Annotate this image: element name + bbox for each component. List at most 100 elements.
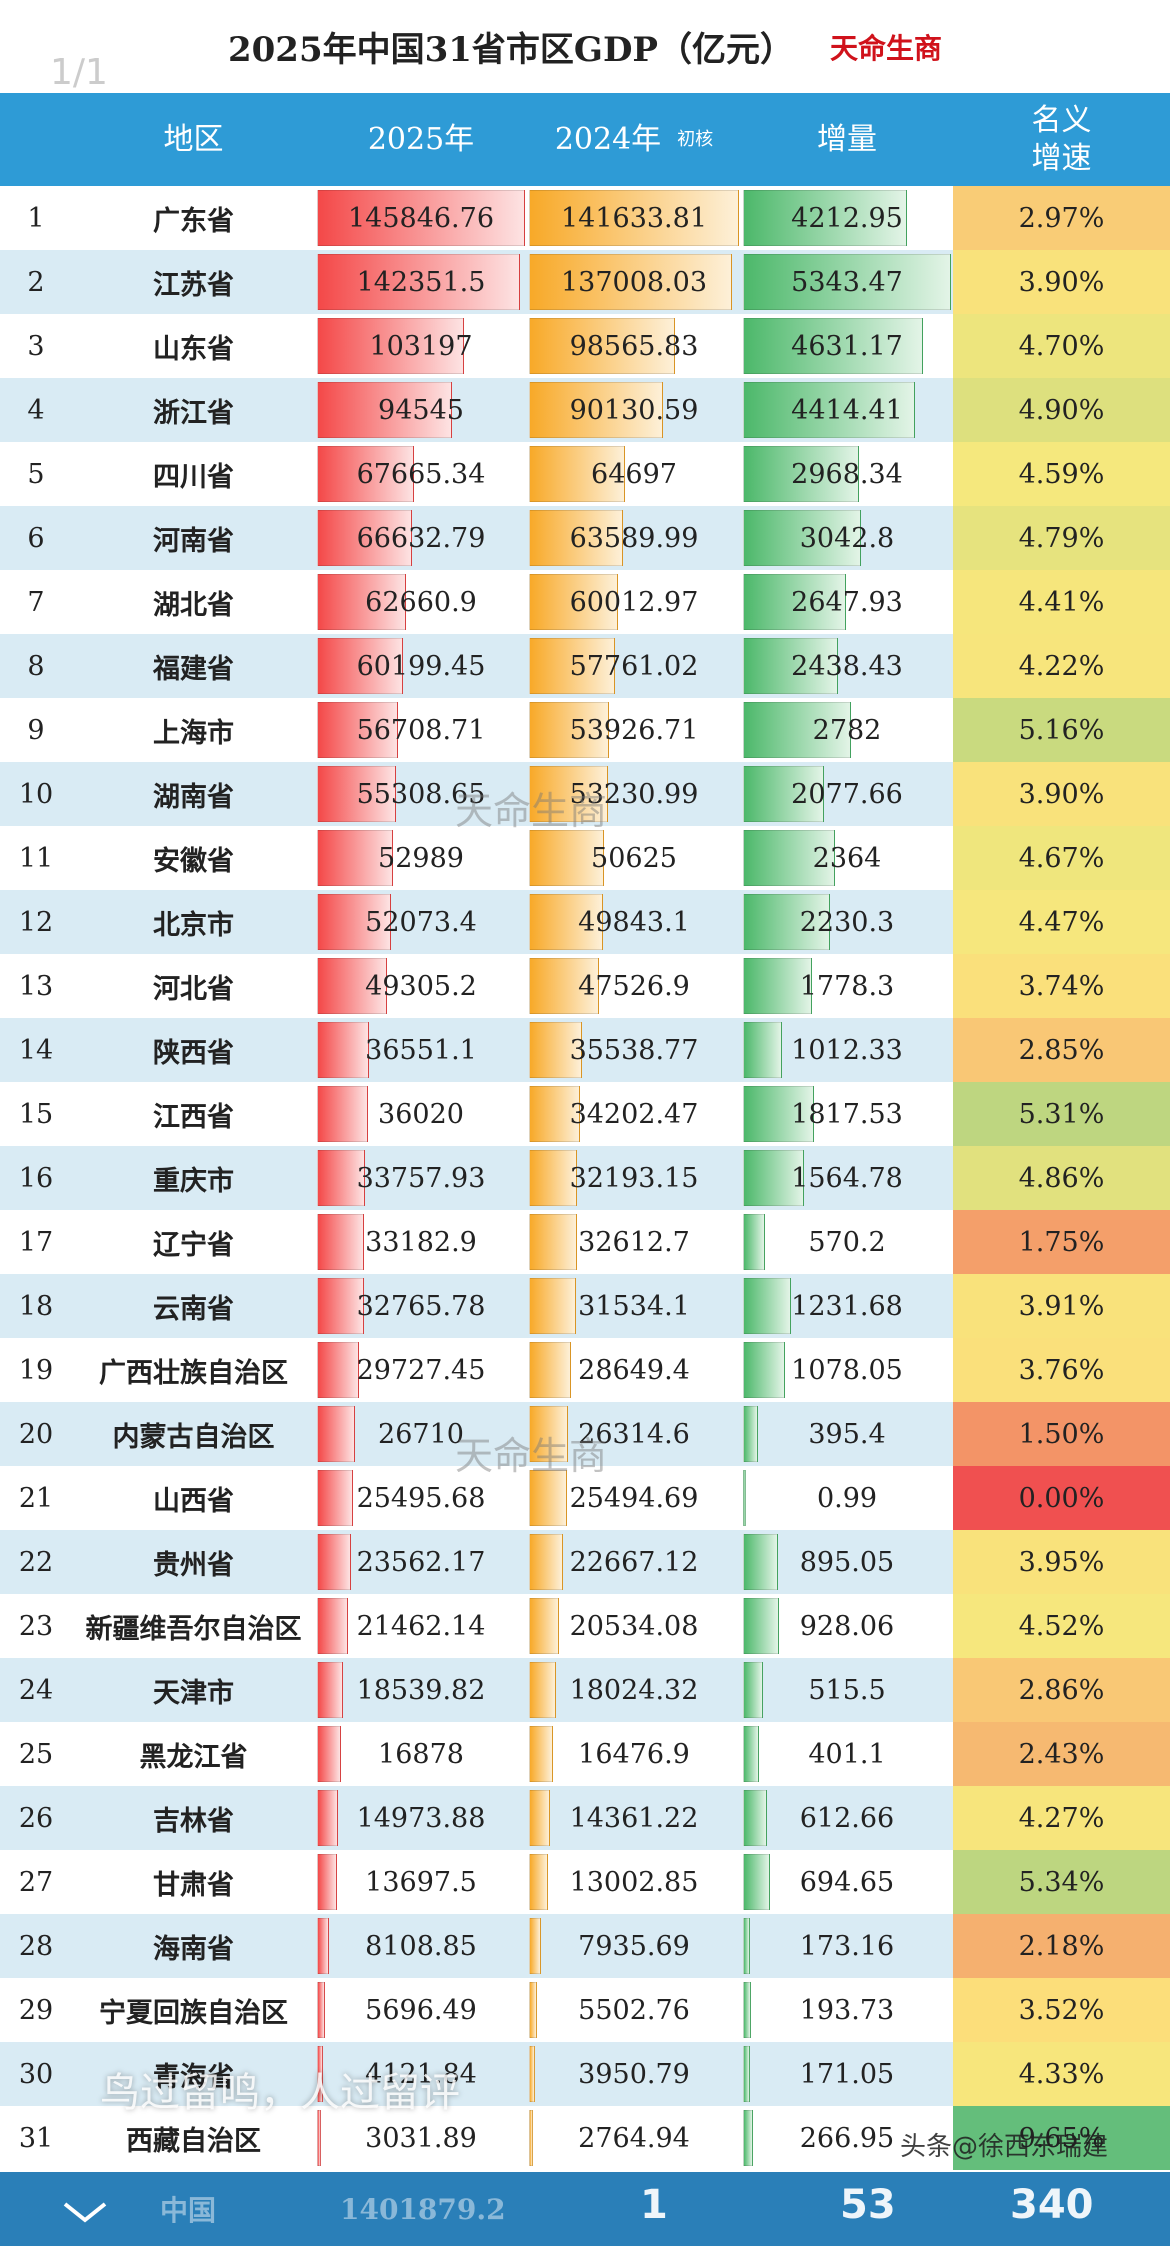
bar-cell: [315, 250, 527, 314]
bar-cell: [527, 890, 741, 954]
gdp-2024: 47526.9: [578, 970, 690, 1002]
table-row: 7 湖北省 62660.9 60012.97 2647.93 4.41%: [0, 570, 1170, 634]
like-count[interactable]: 340: [1010, 2182, 1094, 2228]
table-row: 24 天津市 18539.82 18024.32 515.5 2.86%: [0, 1658, 1170, 1722]
data-bar: [529, 1406, 569, 1462]
increase: 193.73: [799, 1994, 895, 2026]
region: 宁夏回族自治区: [99, 1997, 288, 2029]
increase: 2077.66: [791, 778, 903, 810]
table-header: 地区 2025年 2024年 初核 增量 名义 增速: [0, 93, 1170, 186]
gdp-2024: 53926.71: [569, 714, 699, 746]
data-bar: [317, 574, 407, 630]
bar-cell: [741, 1850, 953, 1914]
data-bar: [743, 574, 847, 630]
bar-cell: [527, 250, 741, 314]
rank: 16: [18, 1162, 54, 1194]
gdp-2025: 32765.78: [356, 1290, 486, 1322]
data-bar: [743, 702, 852, 758]
bar-cell: [527, 186, 741, 250]
data-bar: [743, 1790, 767, 1846]
region: 青海省: [153, 2061, 234, 2093]
data-bar: [529, 958, 600, 1014]
table-row: 19 广西壮族自治区 29727.45 28649.4 1078.05 3.76%: [0, 1338, 1170, 1402]
growth-rate: 4.41%: [953, 570, 1170, 634]
gdp-2025: 62660.9: [365, 586, 477, 618]
data-bar: [529, 190, 739, 246]
bar-cell: [527, 1978, 741, 2042]
bar-cell: [315, 634, 527, 698]
gdp-2024: 32612.7: [578, 1226, 690, 1258]
bar-cell: [741, 1018, 953, 1082]
data-bar: [317, 766, 396, 822]
header-2024-label: 2024年: [554, 121, 662, 157]
data-bar: [317, 1726, 342, 1782]
gdp-2025: 26710: [378, 1418, 464, 1450]
growth-rate: 2.86%: [953, 1658, 1170, 1722]
region: 黑龙江省: [139, 1741, 248, 1773]
data-bar: [317, 1662, 344, 1718]
increase: 2364: [812, 842, 882, 874]
bar-cell: [741, 698, 953, 762]
bar-cell: [527, 1594, 741, 1658]
header-region: 地区: [163, 121, 224, 157]
region: 新疆维吾尔自治区: [85, 1613, 302, 1645]
bar-cell: [741, 1722, 953, 1786]
gdp-2025: 8108.85: [365, 1930, 477, 1962]
region: 福建省: [153, 653, 234, 685]
bar-cell: [741, 250, 953, 314]
data-bar: [529, 254, 733, 310]
gdp-2025: 13697.5: [365, 1866, 477, 1898]
bar-cell: [527, 1210, 741, 1274]
increase: 1012.33: [791, 1034, 903, 1066]
footer-total: 1401879.2: [340, 2192, 506, 2226]
increase: 2782: [812, 714, 882, 746]
gdp-2025: 145846.76: [347, 202, 494, 234]
bar-cell: [741, 1978, 953, 2042]
gdp-2025: 29727.45: [356, 1354, 486, 1386]
data-bar: [743, 1598, 780, 1654]
gdp-2025: 94545: [378, 394, 464, 426]
data-bar: [743, 2110, 754, 2166]
data-bar: [743, 1278, 791, 1334]
region: 辽宁省: [153, 1229, 234, 1261]
share-count[interactable]: 1: [640, 2182, 668, 2228]
data-bar: [529, 1342, 572, 1398]
data-bar: [743, 1022, 783, 1078]
back-chevron[interactable]: [60, 2196, 110, 2226]
header-2024: 2024年 初核: [527, 93, 741, 186]
rank: 18: [18, 1290, 54, 1322]
bar-cell: [315, 2042, 527, 2106]
gdp-2025: 21462.14: [356, 1610, 486, 1642]
bar-cell: [741, 2042, 953, 2106]
rank: 8: [27, 650, 45, 682]
growth-rate: 4.52%: [953, 1594, 1170, 1658]
growth-rate: 4.33%: [953, 2042, 1170, 2106]
data-bar: [743, 1534, 778, 1590]
rank: 7: [27, 586, 45, 618]
data-bar: [743, 1470, 746, 1526]
data-bar: [743, 1214, 766, 1270]
comment-prompt[interactable]: 鸟过留鸣，人过留评: [100, 2070, 460, 2116]
data-bar: [529, 1278, 576, 1334]
bar-cell: [315, 1722, 527, 1786]
data-bar: [317, 830, 393, 886]
rank: 15: [18, 1098, 54, 1130]
region: 山东省: [153, 333, 234, 365]
bar-cell: [527, 1018, 741, 1082]
table-row: 26 吉林省 14973.88 14361.22 612.66 4.27%: [0, 1786, 1170, 1850]
rank: 3: [27, 330, 45, 362]
title-bar: 2025年中国31省市区GDP（亿元） 天命生商: [0, 0, 1170, 93]
gdp-2025: 52073.4: [365, 906, 477, 938]
increase: 173.16: [799, 1930, 895, 1962]
bar-cell: [741, 506, 953, 570]
data-bar: [317, 1982, 326, 2038]
gdp-2024: 49843.1: [578, 906, 690, 938]
bar-cell: [741, 378, 953, 442]
region: 湖南省: [153, 781, 234, 813]
data-bar: [743, 766, 824, 822]
bar-cell: [527, 1082, 741, 1146]
table-row: 17 辽宁省 33182.9 32612.7 570.2 1.75%: [0, 1210, 1170, 1274]
title: 2025年中国31省市区GDP（亿元）: [227, 30, 794, 70]
rank: 20: [18, 1418, 54, 1450]
comment-count[interactable]: 53: [840, 2182, 896, 2228]
